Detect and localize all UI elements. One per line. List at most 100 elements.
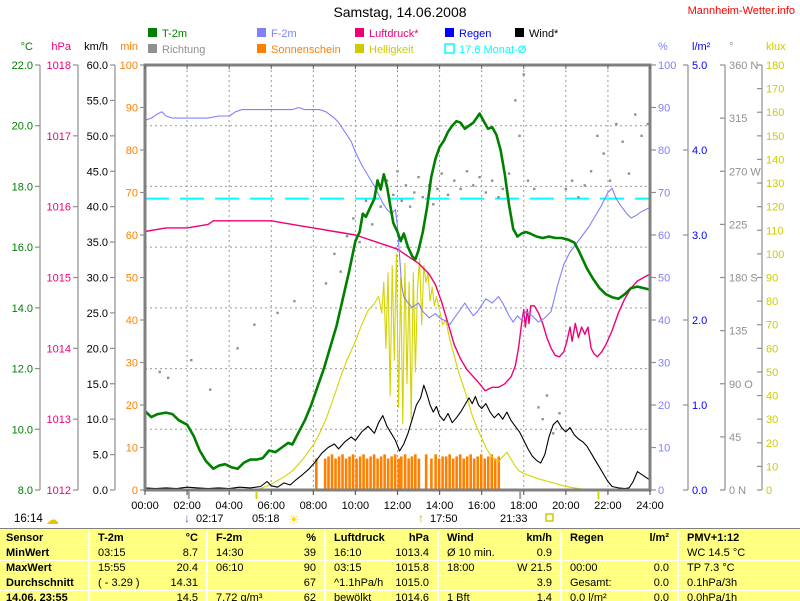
table-row: MaxWert 15:55 20.4 06:10 90 03:15 1015.8 18:00 W… bbox=[0, 560, 800, 575]
table-row: MinWert 03:15 8.7 14:30 39 16:10 1013.4 Ø 10 mi… bbox=[0, 545, 800, 560]
tick-label-temp: 10.0 bbox=[12, 424, 33, 436]
tick-label-klux: 150 bbox=[766, 131, 784, 143]
tick-label-klux: 40 bbox=[766, 391, 778, 403]
wind-direction-dot bbox=[514, 99, 517, 102]
tick-label-min: 20 bbox=[126, 400, 138, 412]
wind-direction-dot bbox=[459, 187, 462, 191]
sunshine-bar bbox=[414, 454, 417, 490]
wind-direction-dot bbox=[396, 170, 399, 173]
x-tick-label: 08:00 bbox=[300, 500, 328, 512]
tick-label-deg: 90 O bbox=[729, 379, 753, 391]
sunshine-bar bbox=[334, 458, 337, 490]
sunshine-bar bbox=[355, 458, 358, 490]
sunshine-bar bbox=[315, 458, 318, 490]
sunshine-bar bbox=[493, 458, 497, 490]
wind-direction-dot bbox=[339, 270, 342, 273]
sunshine-bar bbox=[376, 458, 379, 490]
tick-label-kmh: 45.0 bbox=[87, 166, 108, 178]
tick-label-klux: 130 bbox=[766, 178, 784, 190]
tick-label-lm2: 4.0 bbox=[692, 145, 707, 157]
tick-label-lm2: 0.0 bbox=[692, 485, 707, 497]
tick-label-klux: 170 bbox=[766, 84, 784, 96]
tick-label-pct: 40 bbox=[658, 315, 670, 327]
wind-direction-dot bbox=[400, 199, 403, 202]
table-header-f-2m: F-2m% bbox=[206, 531, 324, 545]
site-link[interactable]: Mannheim-Wetter.info bbox=[687, 5, 795, 17]
wind-direction-dot bbox=[276, 311, 279, 315]
table-cell: bewölkt 1014.6 bbox=[324, 591, 437, 601]
sunshine-bar bbox=[348, 456, 351, 490]
legend-swatch bbox=[445, 28, 454, 37]
wind-direction-dot bbox=[627, 172, 631, 175]
cloud-icon: ☁ bbox=[46, 512, 59, 527]
wind-direction-dot bbox=[507, 172, 511, 175]
wind-direction-dot bbox=[634, 113, 637, 116]
wind-direction-dot bbox=[570, 179, 574, 182]
table-cell: ^1.1hPa/h 1015.0 bbox=[324, 576, 437, 590]
sunshine-bar bbox=[417, 458, 421, 490]
moonrise-arrow-icon: ↑ bbox=[418, 511, 424, 525]
moonset-marker bbox=[187, 491, 190, 499]
tick-label-temp: 16.0 bbox=[12, 242, 33, 254]
sunset-square-icon bbox=[545, 513, 554, 522]
sunshine-bar bbox=[365, 458, 369, 490]
sunshine-bar bbox=[458, 454, 462, 490]
legend-label: Richtung bbox=[162, 44, 205, 56]
tick-label-min: 10 bbox=[126, 443, 138, 455]
tick-label-klux: 70 bbox=[766, 320, 778, 332]
sunshine-bar bbox=[444, 456, 448, 490]
tick-label-kmh: 60.0 bbox=[87, 60, 108, 72]
weather-chart: 8.010.012.014.016.018.020.022.0°C1012101… bbox=[12, 28, 786, 527]
sunshine-bar bbox=[400, 456, 403, 490]
tick-label-temp: 8.0 bbox=[18, 485, 33, 497]
x-tick-label: 06:00 bbox=[257, 500, 285, 512]
sunshine-bar bbox=[451, 458, 455, 490]
wind-direction-dot bbox=[358, 240, 361, 244]
table-header-pmv-1-12: PMV+1:12 bbox=[677, 531, 800, 545]
sunshine-bar bbox=[344, 458, 348, 490]
wind-direction-dot bbox=[404, 184, 408, 187]
legend-label: 17.6 Monat-Ø bbox=[459, 44, 527, 56]
legend-swatch bbox=[515, 28, 524, 37]
tick-label-klux: 160 bbox=[766, 107, 784, 119]
tick-label-deg: 135 bbox=[729, 326, 747, 338]
tick-label-temp: 14.0 bbox=[12, 303, 33, 315]
legend-label: Helligkeit bbox=[369, 44, 414, 56]
table-header-wind: Wind km/h bbox=[437, 531, 560, 545]
tick-label-min: 80 bbox=[126, 145, 138, 157]
table-cell: 16:10 1013.4 bbox=[324, 546, 437, 560]
tick-label-min: 100 bbox=[120, 60, 138, 72]
wind-direction-dot bbox=[371, 223, 374, 226]
legend-label: F-2m bbox=[271, 28, 297, 40]
table-cell: 0.0hPa/1h bbox=[677, 591, 800, 601]
tick-label-pct: 10 bbox=[658, 443, 670, 455]
wind-direction-dot bbox=[537, 406, 540, 409]
wind-direction-dot bbox=[408, 205, 412, 208]
wind-direction-dot bbox=[552, 432, 555, 435]
tick-label-pct: 20 bbox=[658, 400, 670, 412]
wind-direction-dot bbox=[345, 234, 349, 238]
x-tick-label: 22:00 bbox=[594, 500, 622, 512]
tick-label-pct: 0 bbox=[658, 485, 664, 497]
wind-direction-dot bbox=[417, 175, 420, 179]
tick-label-hpa: 1013 bbox=[47, 414, 71, 426]
t-2m-series bbox=[143, 112, 652, 471]
tick-label-klux: 50 bbox=[766, 367, 778, 379]
tick-label-pct: 90 bbox=[658, 103, 670, 115]
tick-label-klux: 120 bbox=[766, 202, 784, 214]
legend-label: Regen bbox=[459, 28, 491, 40]
table-cell: TP 7.3 °C bbox=[677, 561, 800, 575]
table-cell: ( - 3.29 ) 14.31 bbox=[88, 576, 206, 590]
sunshine-bar bbox=[330, 454, 334, 490]
tick-label-hpa: 1012 bbox=[47, 485, 71, 497]
table-cell: 14.5 bbox=[88, 591, 206, 601]
f-2m-series bbox=[144, 106, 651, 325]
tick-label-kmh: 55.0 bbox=[87, 95, 108, 107]
sunshine-bar bbox=[486, 456, 490, 490]
tick-label-hpa: 1015 bbox=[47, 273, 71, 285]
tick-label-klux: 110 bbox=[766, 225, 784, 237]
legend-swatch bbox=[148, 44, 157, 53]
tick-label-min: 70 bbox=[126, 188, 138, 200]
table-header-row: Sensor T-2m °C F-2m% Luftdruck hPa Wind km/h Reg… bbox=[0, 531, 800, 545]
